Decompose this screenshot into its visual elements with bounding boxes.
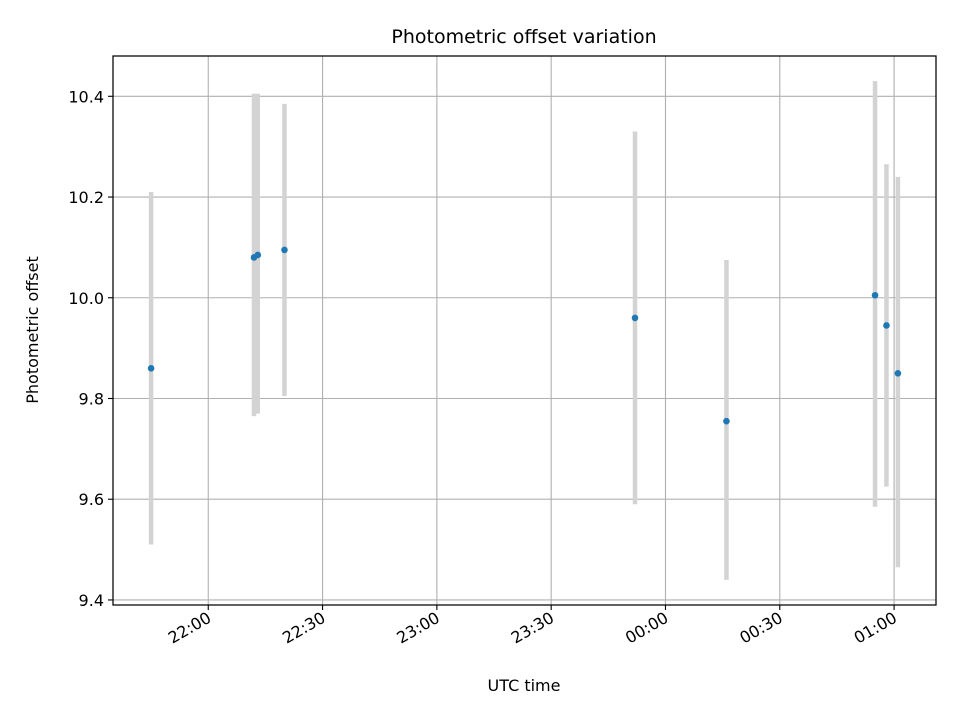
y-tick-label: 9.6 — [79, 490, 104, 509]
y-tick-label: 9.8 — [79, 389, 104, 408]
data-point — [723, 417, 730, 425]
y-axis-label: Photometric offset — [23, 256, 42, 404]
y-tick-label: 10.2 — [68, 188, 104, 207]
y-tick-label: 10.4 — [68, 87, 104, 106]
data-point — [894, 370, 902, 377]
data-point — [281, 246, 288, 254]
y-tick-label: 9.4 — [79, 591, 104, 610]
data-point — [254, 251, 262, 259]
data-point — [631, 314, 639, 322]
chart-title: Photometric offset variation — [391, 26, 656, 48]
data-point — [871, 291, 879, 299]
grid — [113, 56, 936, 605]
plot-frame — [112, 55, 937, 606]
y-axis: 9.4 9.6 9.8 10.0 10.2 10.4 — [68, 87, 113, 610]
data-point — [883, 322, 890, 329]
data-points — [147, 246, 902, 425]
y-tick-label: 10.0 — [68, 289, 104, 308]
data-point — [147, 364, 155, 372]
x-axis-label: UTC time — [488, 676, 561, 695]
